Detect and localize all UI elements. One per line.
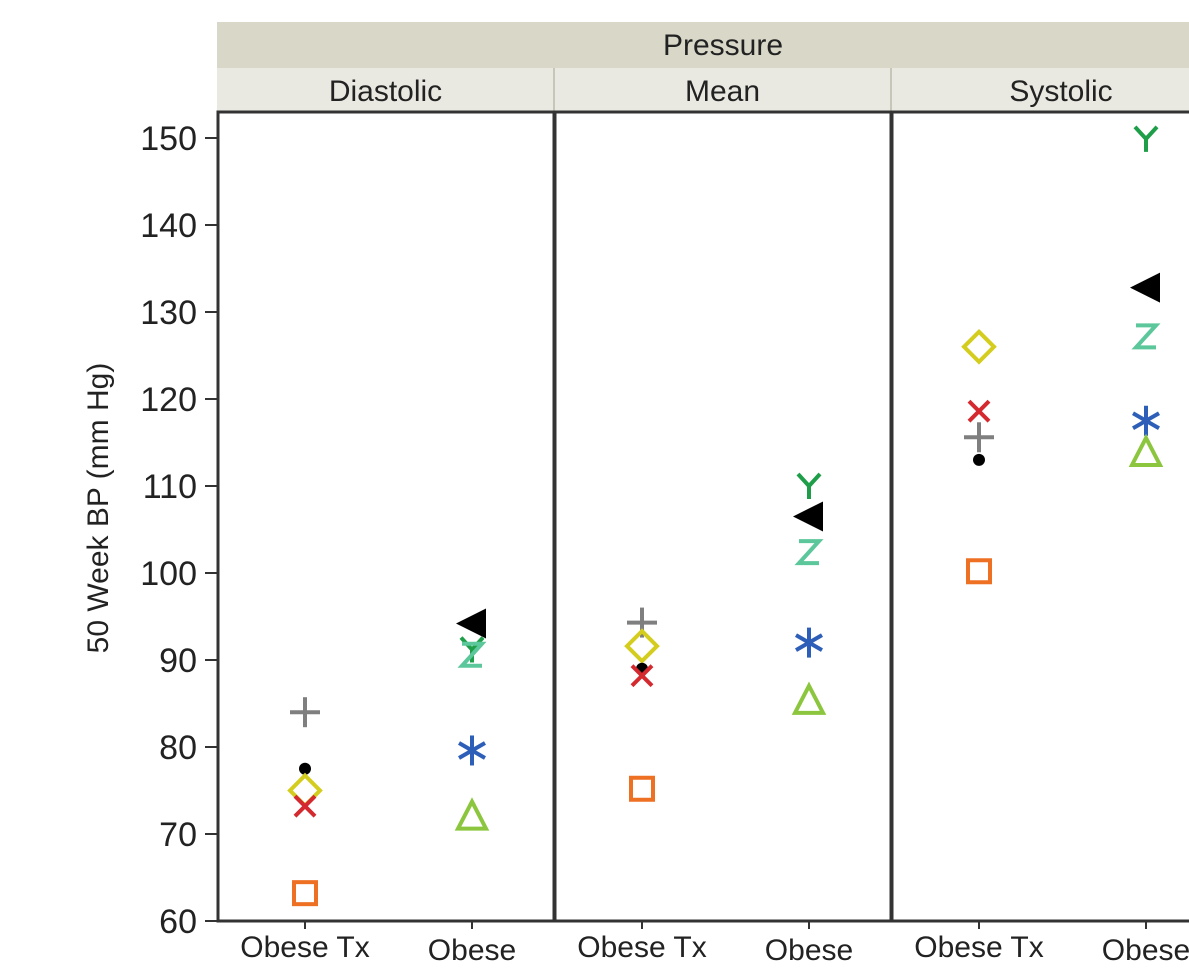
panel-frame-diastolic [216, 110, 556, 923]
data-point-dot [299, 762, 311, 775]
y-tick-label: 100 [140, 555, 197, 593]
y-tick-label: 110 [143, 468, 197, 506]
data-point-triangle-left [793, 501, 823, 532]
data-point-triangle-up [1128, 433, 1164, 467]
data-point-triangle-left [1130, 272, 1160, 303]
x-tick-label: Obese Tx [240, 931, 370, 964]
y-tick-label: 70 [159, 816, 197, 854]
panel-header-diastolic: Diastolic [329, 75, 442, 108]
panel-header-systolic: Systolic [1009, 75, 1112, 108]
y-tick-label: 150 [140, 120, 197, 158]
data-point-asterisk [1132, 405, 1160, 436]
x-tick-label: Obese [428, 934, 516, 967]
x-tick-label: Obese Tx [914, 931, 1044, 964]
y-tick-label: 120 [140, 381, 197, 419]
data-points [287, 125, 1164, 907]
plot-panels [216, 110, 1189, 923]
panel-frame-mean [553, 110, 893, 923]
data-point-letter-y [459, 636, 485, 663]
data-point-square [966, 558, 992, 585]
data-point-x [967, 399, 991, 423]
data-point-x [630, 664, 654, 688]
data-point-dot [973, 453, 985, 466]
data-point-triangle-up [454, 797, 490, 831]
data-point-asterisk [795, 627, 823, 658]
y-tick-label: 80 [159, 729, 197, 767]
data-point-letter-z [457, 641, 487, 668]
data-point-letter-y [796, 472, 822, 499]
y-tick-label: 60 [159, 903, 197, 941]
data-point-letter-z [1131, 323, 1161, 350]
data-point-diamond [961, 328, 997, 365]
data-point-plus [290, 697, 320, 728]
panel-frame-systolic [890, 110, 1189, 923]
data-point-square [292, 880, 318, 907]
chart-title: Pressure [663, 29, 783, 62]
data-point-plus [964, 422, 994, 453]
data-point-x [293, 794, 317, 818]
y-tick-label: 140 [140, 207, 197, 245]
y-axis: 60 70 80 90 100 110 120 130 140 150 [140, 120, 217, 941]
panel-headers: Pressure Diastolic Mean Systolic [217, 22, 1189, 112]
header-bar [217, 22, 1189, 68]
data-point-triangle-left [456, 608, 486, 639]
subheader-bar [217, 68, 1189, 112]
data-point-letter-y [1133, 125, 1159, 152]
data-point-diamond [624, 628, 660, 664]
x-tick-label: Obese Tx [577, 931, 707, 964]
data-point-letter-z [794, 539, 824, 566]
y-tick-label: 130 [140, 294, 197, 332]
panel-header-mean: Mean [685, 75, 760, 108]
data-point-triangle-up [791, 681, 827, 715]
data-point-asterisk [458, 735, 486, 766]
data-point-square [629, 775, 655, 802]
x-tick-label: Obese [765, 934, 853, 967]
y-tick-label: 90 [159, 642, 197, 680]
data-point-diamond [287, 772, 323, 809]
x-tick-label: Obese [1102, 934, 1189, 967]
y-axis-label: 50 Week BP (mm Hg) [82, 363, 115, 654]
x-axis: Obese Tx Obese Obese Tx Obese Obese Tx Obese [240, 921, 1189, 967]
